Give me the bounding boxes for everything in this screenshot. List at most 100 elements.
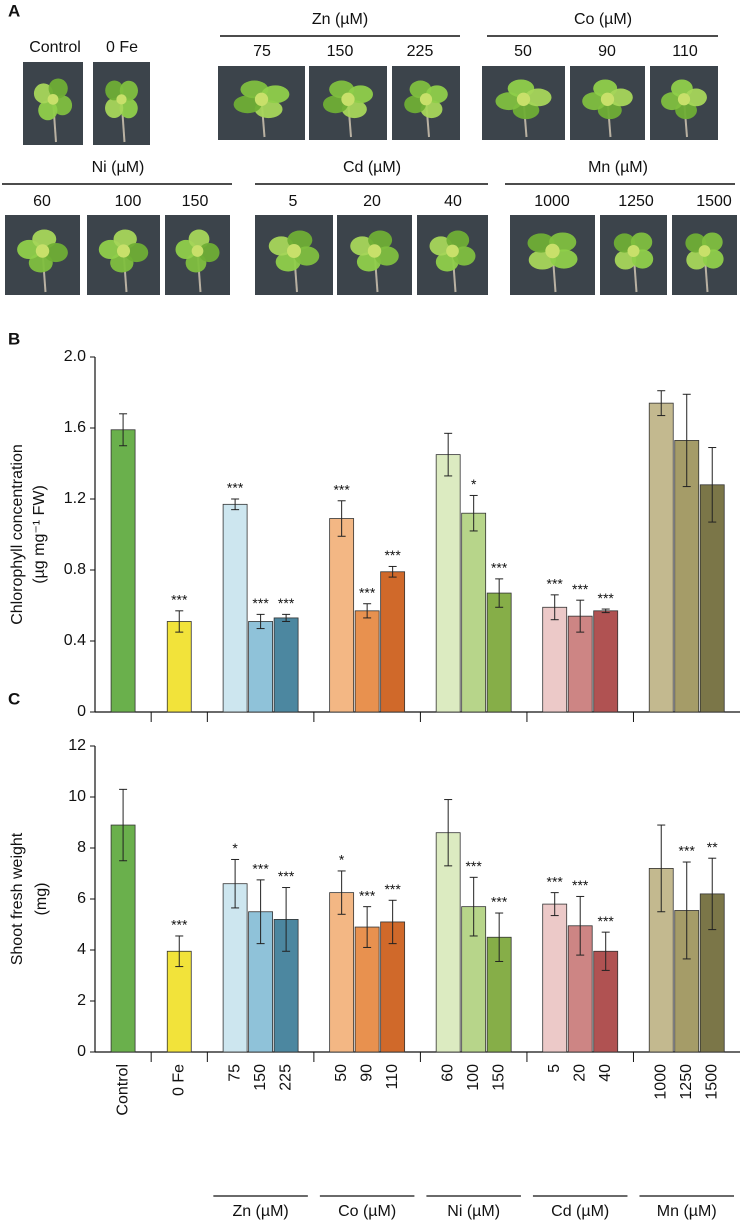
photo-leaf <box>524 88 552 107</box>
significance: *** <box>171 917 188 933</box>
photo-leaf <box>677 93 691 106</box>
photo-label: 90 <box>598 43 616 60</box>
significance: *** <box>384 881 401 897</box>
bar <box>248 621 274 713</box>
bar <box>435 454 461 713</box>
photo-label: 100 <box>115 193 142 210</box>
photo-leaf <box>116 94 127 105</box>
photo-leaf <box>419 93 433 106</box>
x-tick-label: 0 Fe <box>170 1064 187 1096</box>
bar <box>222 503 248 713</box>
bar <box>110 429 136 713</box>
bar <box>329 892 355 1053</box>
significance: *** <box>278 595 295 611</box>
photo-leaf <box>661 92 683 111</box>
photo-label: 50 <box>514 43 532 60</box>
significance: *** <box>359 887 376 903</box>
photo-leaf <box>43 242 68 263</box>
significance: *** <box>598 590 615 606</box>
significance: *** <box>359 584 376 600</box>
bar <box>222 883 248 1053</box>
photo-leaf <box>254 92 269 106</box>
bar <box>166 621 192 713</box>
y-tick-label: 0.8 <box>64 561 86 578</box>
photo-label: 225 <box>407 43 434 60</box>
photo-leaf <box>341 92 355 106</box>
significance: *** <box>384 547 401 563</box>
photo-leaf <box>685 88 707 107</box>
y-tick-label: 0.4 <box>64 632 86 649</box>
x-tick-label: 90 <box>358 1064 375 1082</box>
photo-leaf <box>124 242 149 263</box>
significance: * <box>339 852 345 868</box>
photo-leaf <box>446 244 459 258</box>
photo-label: 150 <box>182 193 209 210</box>
photo-leaf <box>48 78 68 99</box>
bar <box>486 592 512 713</box>
photo-label: 150 <box>327 43 354 60</box>
y-tick-label: 8 <box>77 839 86 856</box>
photo-leaf <box>233 95 262 114</box>
y-tick-label: 2.0 <box>64 348 86 365</box>
bar <box>166 950 192 1053</box>
bar <box>435 832 461 1053</box>
y-tick-label: 2 <box>77 992 86 1009</box>
significance: *** <box>679 843 696 859</box>
y-axis-label: Chlorophyll concentration <box>9 444 26 625</box>
x-tick-label: 150 <box>252 1064 269 1091</box>
photo-leaf <box>286 243 302 259</box>
photo-label: 1500 <box>696 193 732 210</box>
significance: *** <box>598 913 615 929</box>
significance: *** <box>252 861 269 877</box>
x-tick-label: 150 <box>490 1064 507 1091</box>
x-tick-label: 225 <box>277 1064 294 1091</box>
significance: * <box>232 840 238 856</box>
significance: *** <box>171 592 188 608</box>
panel-label: C <box>8 689 20 708</box>
y-axis-label: (mg) <box>33 883 50 916</box>
photo-label: 110 <box>672 43 698 60</box>
group-label: Cd (µM) <box>551 1203 609 1220</box>
y-tick-label: 1.2 <box>64 490 86 507</box>
y-tick-label: 10 <box>68 788 86 805</box>
x-tick-label: 50 <box>333 1064 350 1082</box>
photo-leaf <box>495 92 523 111</box>
bar <box>354 610 380 713</box>
bar <box>674 910 700 1053</box>
bar <box>110 824 136 1053</box>
significance: *** <box>227 480 244 496</box>
photo-leaf <box>516 92 531 106</box>
significance: *** <box>547 873 564 889</box>
group-label: Zn (µM) <box>232 1203 288 1220</box>
x-tick-label: 20 <box>571 1064 588 1082</box>
x-tick-label: 100 <box>465 1064 482 1091</box>
x-tick-label: Control <box>114 1064 131 1116</box>
significance: *** <box>278 868 295 884</box>
photo-leaf <box>47 93 59 105</box>
significance: *** <box>491 560 508 576</box>
group-title: Cd (µM) <box>343 159 401 176</box>
group-label: Ni (µM) <box>447 1203 500 1220</box>
photo-leaf <box>261 85 290 104</box>
photo-leaf <box>38 100 58 121</box>
bar <box>542 903 568 1053</box>
x-tick-label: 110 <box>384 1064 401 1090</box>
photo-leaf <box>198 242 220 263</box>
significance: *** <box>333 481 350 497</box>
photo-leaf <box>698 245 711 257</box>
y-tick-label: 12 <box>68 737 86 754</box>
x-tick-label: 40 <box>597 1064 614 1082</box>
photo-leaf <box>608 88 633 107</box>
group-title: Co (µM) <box>574 11 632 28</box>
bar <box>648 402 674 713</box>
y-tick-label: 4 <box>77 941 86 958</box>
photo-label: 1250 <box>618 193 654 210</box>
significance: ** <box>707 839 718 855</box>
panel-label: A <box>8 1 20 20</box>
significance: *** <box>572 877 589 893</box>
x-tick-label: 75 <box>226 1064 243 1082</box>
significance: *** <box>547 576 564 592</box>
significance: * <box>471 476 477 492</box>
photo-leaf <box>32 229 57 249</box>
